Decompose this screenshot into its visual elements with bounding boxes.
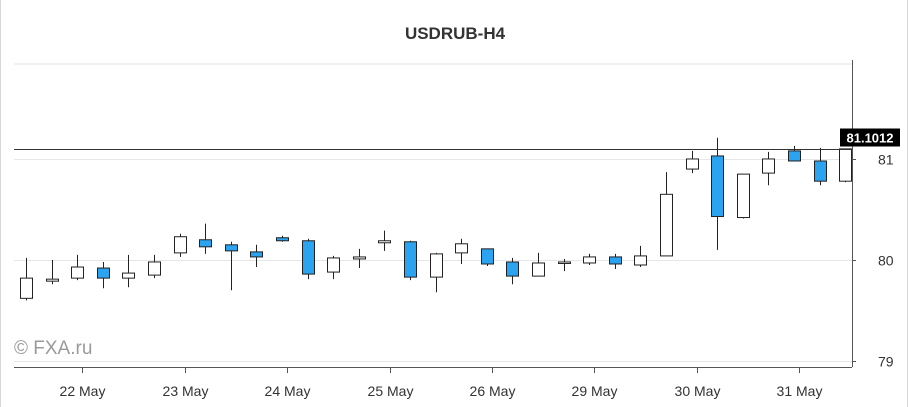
candle-body xyxy=(302,240,315,275)
candle-body xyxy=(199,239,212,248)
candle-body xyxy=(506,261,519,277)
candle xyxy=(199,223,212,254)
candle-body xyxy=(583,256,596,264)
candle xyxy=(404,240,417,281)
candle-body xyxy=(609,256,622,265)
candle xyxy=(762,151,775,186)
watermark: © FXA.ru xyxy=(14,338,92,359)
candle-body xyxy=(455,243,468,254)
candle-body xyxy=(174,236,187,254)
y-tick-label: 79 xyxy=(878,354,894,370)
x-tick-label: 25 May xyxy=(368,383,414,399)
candle-body xyxy=(250,251,263,258)
chart-title: USDRUB-H4 xyxy=(405,24,506,43)
candle xyxy=(481,248,494,267)
candle xyxy=(353,248,366,269)
candle-body xyxy=(762,158,775,174)
candle xyxy=(225,241,238,291)
candle xyxy=(737,173,750,219)
last-price-marker: 81.1012 xyxy=(14,128,900,150)
candle xyxy=(583,253,596,266)
candle-body xyxy=(660,193,673,257)
candle xyxy=(148,254,161,279)
x-tick-label: 26 May xyxy=(470,383,516,399)
candle-body xyxy=(788,150,801,162)
candle xyxy=(430,252,443,293)
candle-body xyxy=(558,261,571,264)
candle xyxy=(814,147,827,186)
candle xyxy=(558,258,571,272)
candle-body xyxy=(686,158,699,170)
candle xyxy=(686,150,699,174)
x-tick-label: 29 May xyxy=(572,383,618,399)
candle xyxy=(634,245,647,268)
x-tick-label: 31 May xyxy=(777,383,823,399)
candle-body xyxy=(353,256,366,260)
candle xyxy=(46,259,59,285)
candle-body xyxy=(378,240,391,244)
candle xyxy=(506,257,519,285)
candle-body xyxy=(404,241,417,278)
candle xyxy=(174,233,187,257)
candle xyxy=(276,235,289,242)
candle xyxy=(532,252,545,277)
candle xyxy=(660,172,673,257)
candle xyxy=(20,257,33,301)
candle-body xyxy=(430,253,443,278)
candle-body xyxy=(634,255,647,266)
candle xyxy=(378,230,391,251)
candle-body xyxy=(481,248,494,265)
last-price-label: 81.1012 xyxy=(847,131,894,146)
candle-body xyxy=(122,272,135,279)
candle-body xyxy=(276,237,289,242)
candles xyxy=(20,137,852,301)
candle-body xyxy=(97,267,110,279)
candle-body xyxy=(711,155,724,218)
x-tick-label: 30 May xyxy=(675,383,721,399)
x-axis: 22 May 23 May 24 May 25 May 26 May 29 May 30 M… xyxy=(14,367,852,399)
x-tick-label: 23 May xyxy=(163,383,209,399)
candle xyxy=(455,238,468,264)
candle-body xyxy=(148,261,161,276)
candle xyxy=(71,254,84,281)
candle xyxy=(711,137,724,250)
x-tick-label: 22 May xyxy=(60,383,106,399)
y-tick-label: 80 xyxy=(878,253,894,269)
last-price-label-bg xyxy=(840,128,900,147)
candle-body xyxy=(20,277,33,299)
candle xyxy=(97,261,110,289)
candle xyxy=(609,253,622,270)
candle xyxy=(327,255,340,280)
y-tick-label: 81 xyxy=(878,152,894,168)
candle xyxy=(788,145,801,162)
x-tick-label: 24 May xyxy=(265,383,311,399)
candle xyxy=(250,244,263,268)
candle xyxy=(839,148,852,183)
candle xyxy=(302,238,315,280)
candle-body xyxy=(839,148,852,182)
candle-body xyxy=(814,160,827,182)
candle-body xyxy=(532,262,545,277)
candle-body xyxy=(46,278,59,282)
candle-body xyxy=(327,257,340,273)
candle xyxy=(122,254,135,288)
candle-body xyxy=(737,173,750,219)
candle-body xyxy=(225,244,238,252)
y-axis: 79 80 81 xyxy=(852,60,894,370)
candle-body xyxy=(71,266,84,279)
